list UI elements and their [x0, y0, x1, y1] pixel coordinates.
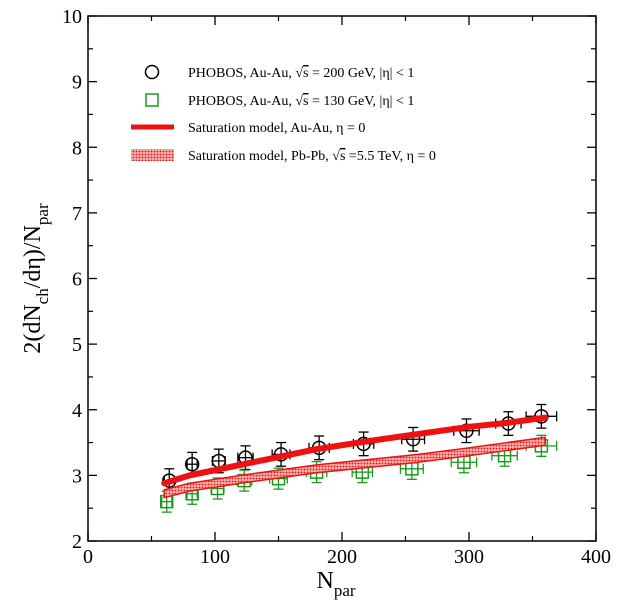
x-axis-title-sub: par: [334, 581, 356, 600]
legend-entry: PHOBOS, Au-Au, √s = 130 GeV, |η| < 1: [145, 93, 414, 109]
legend-label-text: Saturation model, Pb-Pb,: [188, 149, 332, 164]
sqrt-symbol: √: [332, 149, 340, 164]
plot-area: [159, 403, 558, 513]
y-tick-label: 10: [62, 6, 82, 28]
y-tick-label: 6: [72, 269, 82, 291]
y-axis-title-part: 2(dN: [20, 304, 46, 353]
y-axis-title-sub: ch: [33, 288, 52, 305]
x-axis-title: Npar: [316, 568, 355, 600]
x-tick-label: 0: [83, 546, 93, 568]
legend-label-text: =5.5 TeV, η = 0: [345, 149, 435, 164]
x-tick-label: 200: [327, 546, 357, 568]
legend-sqrt-arg: s: [303, 94, 308, 109]
x-tick-label: 300: [454, 546, 484, 568]
y-tick-label: 4: [72, 400, 82, 422]
x-axis-title-main: N: [316, 568, 333, 594]
y-tick-label: 8: [72, 137, 82, 159]
y-tick-label: 7: [72, 203, 82, 225]
legend-circle-icon: [144, 64, 160, 80]
sqrt-symbol: √: [295, 94, 303, 109]
legend-entry: PHOBOS, Au-Au, √s = 200 GeV, |η| < 1: [144, 64, 414, 81]
legend-band-icon: [131, 149, 174, 161]
data-point-circle: [184, 456, 200, 472]
series-line: [161, 414, 549, 487]
y-tick-label: 3: [72, 465, 82, 487]
legend-label: Saturation model, Pb-Pb, √s =5.5 TeV, η …: [188, 149, 436, 164]
y-axis-title: 2(dNch/dη)/Npar: [20, 203, 52, 354]
legend-sqrt-arg: s: [303, 66, 308, 81]
x-tick-label: 100: [200, 546, 230, 568]
y-axis-title-sub: par: [33, 203, 52, 225]
x-tick-label: 400: [581, 546, 611, 568]
legend-label-text: PHOBOS, Au-Au,: [188, 94, 295, 109]
series-band: [163, 436, 546, 499]
legend-label: PHOBOS, Au-Au, √s = 200 GeV, |η| < 1: [188, 66, 414, 81]
legend-label-text: = 200 GeV, |η| < 1: [309, 66, 415, 81]
legend-entry: Saturation model, Au-Au, η = 0: [131, 121, 365, 136]
legend-label-text: Saturation model, Au-Au, η = 0: [188, 121, 365, 136]
legend-label: Saturation model, Au-Au, η = 0: [188, 121, 365, 136]
legend-entry: Saturation model, Pb-Pb, √s =5.5 TeV, η …: [131, 149, 436, 164]
y-tick-label: 9: [72, 72, 82, 94]
legend-label-text: = 130 GeV, |η| < 1: [309, 94, 415, 109]
legend-sqrt-arg: s: [340, 149, 345, 164]
axes: 0 100 200 300 4002345678910Npar2(dNch/dη)/Np…: [20, 6, 611, 600]
saturation-band: [163, 436, 546, 499]
y-tick-label: 2: [72, 531, 82, 553]
y-axis-title-part: /dη)/N: [20, 225, 46, 288]
legend: PHOBOS, Au-Au, √s = 200 GeV, |η| < 1PHOB…: [131, 64, 436, 164]
legend-square-icon: [145, 93, 159, 107]
legend-label: PHOBOS, Au-Au, √s = 130 GeV, |η| < 1: [188, 94, 414, 109]
sqrt-symbol: √: [295, 66, 303, 81]
saturation-line: [161, 414, 549, 487]
y-tick-label: 5: [72, 334, 82, 356]
legend-label-text: PHOBOS, Au-Au,: [188, 66, 295, 81]
